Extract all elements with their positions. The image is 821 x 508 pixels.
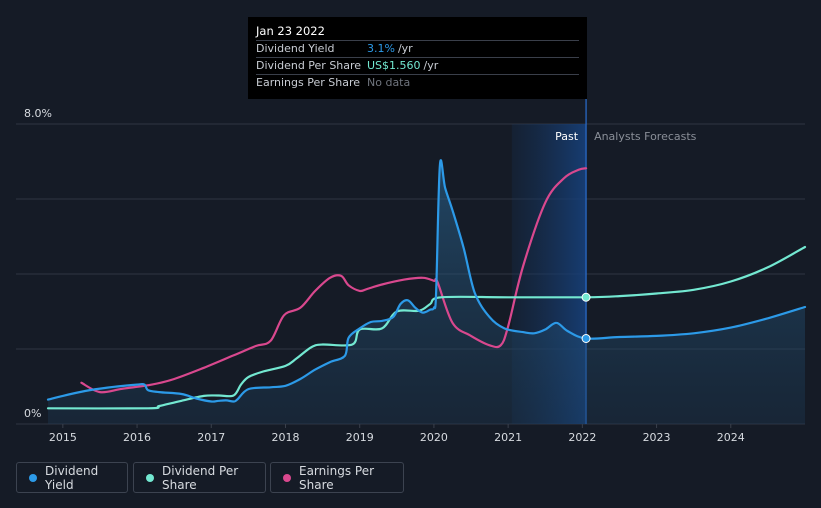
- tooltip-row-dividend-per-share: Dividend Per Share US$1.560 /yr: [256, 57, 579, 74]
- x-tick-label: 2020: [420, 431, 448, 444]
- tooltip-label: Dividend Yield: [256, 42, 335, 55]
- x-tick-label: 2018: [271, 431, 299, 444]
- tooltip-value: US$1.560: [367, 59, 421, 72]
- dividend-per-share-line: [46, 245, 807, 410]
- past-label: Past: [555, 130, 579, 143]
- dividend-yield-line: [46, 159, 807, 403]
- earnings-per-share-line: [80, 167, 588, 394]
- tooltip-label: Dividend Per Share: [256, 59, 362, 72]
- legend-dividend-per-share[interactable]: Dividend Per Share: [133, 462, 266, 493]
- legend-dot-icon: [146, 473, 154, 482]
- tooltip-label: Earnings Per Share: [256, 76, 361, 89]
- tooltip-unit: /yr: [423, 59, 439, 72]
- dividend-yield-area: [48, 160, 805, 424]
- x-tick-label: 2024: [717, 431, 745, 444]
- x-tick-label: 2019: [346, 431, 374, 444]
- tooltip-value: 3.1%: [367, 42, 395, 55]
- x-tick-label: 2015: [49, 431, 77, 444]
- tooltip: Jan 23 2022 Dividend Yield 3.1% /yr Divi…: [248, 17, 587, 99]
- legend-dot-icon: [29, 473, 37, 482]
- legend-earnings-per-share[interactable]: Earnings Per Share: [270, 462, 404, 493]
- legend-label: Dividend Yield: [45, 463, 99, 492]
- y-tick-label: 0%: [24, 407, 41, 420]
- legend-dividend-yield[interactable]: Dividend Yield: [16, 462, 128, 493]
- x-tick-label: 2023: [643, 431, 671, 444]
- tooltip-value: No data: [367, 76, 411, 89]
- dividend-yield-marker: [581, 334, 591, 343]
- x-tick-label: 2016: [123, 431, 151, 444]
- x-tick-label: 2021: [494, 431, 522, 444]
- tooltip-unit: /yr: [397, 42, 413, 55]
- forecast-label: Analysts Forecasts: [594, 130, 697, 143]
- tooltip-date: Jan 23 2022: [256, 24, 325, 38]
- tooltip-row-dividend-yield: Dividend Yield 3.1% /yr: [256, 40, 579, 57]
- legend-label: Dividend Per Share: [162, 463, 239, 492]
- dividend-per-share-marker: [581, 292, 591, 302]
- x-tick-label: 2022: [568, 431, 596, 444]
- y-tick-label: 8.0%: [24, 107, 52, 120]
- x-tick-label: 2017: [197, 431, 225, 444]
- legend-dot-icon: [283, 473, 291, 482]
- tooltip-row-earnings-per-share: Earnings Per Share No data: [256, 74, 579, 91]
- legend-label: Earnings Per Share: [299, 463, 375, 492]
